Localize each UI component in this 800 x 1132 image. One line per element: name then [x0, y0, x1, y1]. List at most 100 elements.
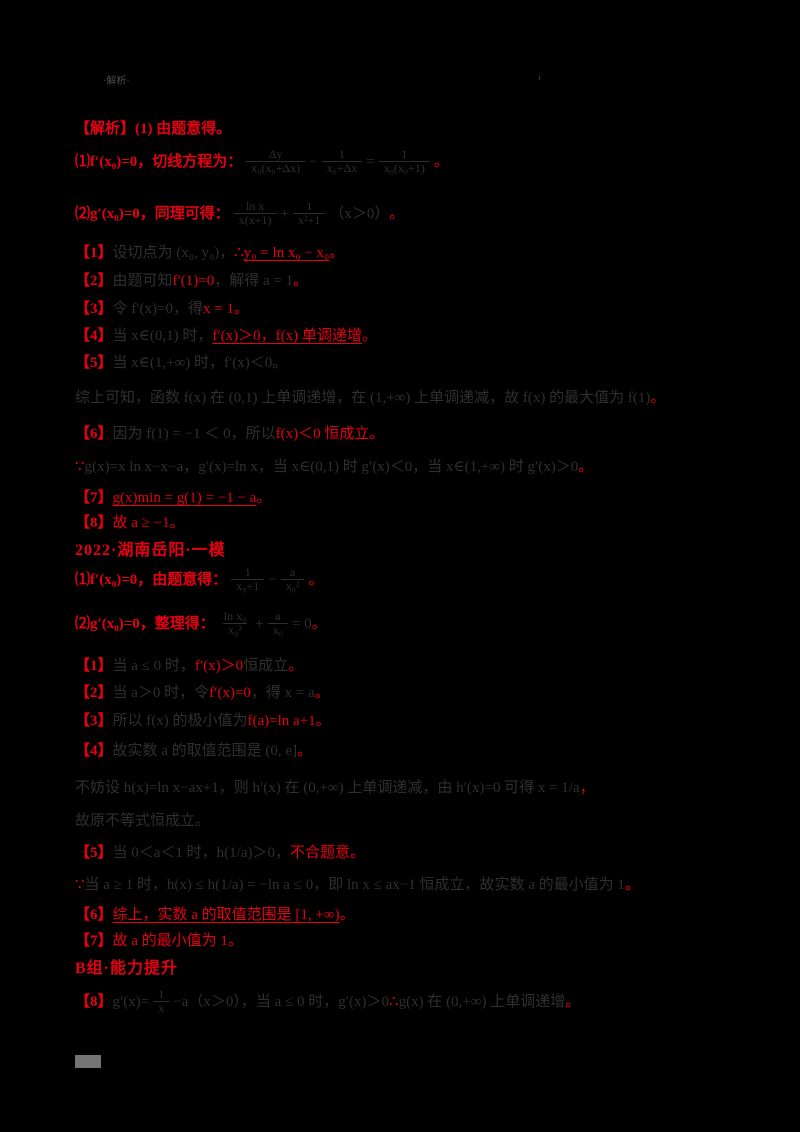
text-segment: 【5】	[75, 845, 113, 861]
step-line: 【1】当 a ≤ 0 时， f′(x)＞0 恒成立。	[75, 657, 303, 675]
text-segment: 【4】	[75, 328, 113, 344]
text-segment: ¹	[538, 74, 541, 85]
fraction: 1 x₀+1	[231, 565, 265, 593]
text-segment: ∵	[75, 877, 85, 893]
text-segment: 【3】	[75, 713, 113, 729]
text-segment: 【5】	[75, 355, 113, 371]
text-segment: 由题可知	[112, 273, 173, 289]
text-segment: 综上，实数 a 的取值范围是 [1, +∞)	[112, 907, 340, 923]
text-segment: 。	[565, 993, 581, 1010]
note-line: ∵ 当 a ≥ 1 时，h(x) ≤ h(1/a) = −ln a ≤ 0，即 l…	[75, 876, 640, 894]
text-segment: 。	[339, 907, 355, 923]
text-segment: 【解析】(1) 由题意得。	[75, 121, 232, 137]
text-segment: ，得 x = a	[250, 685, 315, 701]
paragraph-line: 故原不等式恒成立。	[75, 812, 210, 830]
text-segment: 。	[288, 658, 304, 674]
text-segment: 【8】	[75, 515, 113, 531]
text-segment: g′(x)=	[112, 993, 150, 1010]
text-segment: 当 a ≥ 1 时，h(x) ≤ h(1/a) = −ln a ≤ 0，即 ln…	[84, 877, 625, 893]
step-line: 【5】当 0＜a＜1 时，h(1/a)＞0， 不合题意。	[75, 844, 365, 862]
formula-line: 【8】 g′(x)= 1 x −a（x＞0），当 a ≤ 0 时，g′(x)＞0 ∴ g(x…	[75, 987, 581, 1015]
text-segment: 不妨设 h(x)=ln x−ax+1，则 h′(x) 在 (0,+∞) 上单调递…	[75, 780, 580, 796]
text-segment: 。	[297, 743, 313, 759]
text-segment: 所以 f(x) 的极小值为	[112, 713, 248, 729]
text-segment: −	[268, 571, 277, 588]
step-line: 【2】 由题可知 f′(1)=0 ，解得 a = 1。	[75, 272, 308, 290]
fraction: ln x x(x+1)	[233, 199, 277, 227]
answer-heading: 【解析】(1) 由题意得。	[75, 120, 231, 138]
text-segment: 。	[389, 205, 405, 222]
text-segment: 。	[578, 459, 594, 475]
step-line: 【8】故 a ≥ −1。	[75, 514, 185, 532]
text-segment: （x＞0）	[329, 205, 390, 222]
text-segment: 故原不等式恒成立。	[75, 813, 211, 829]
page-footer-mark	[75, 1055, 101, 1068]
fraction: ln x₀ x₀²	[223, 609, 247, 638]
formula-line: ⑵ g′(x₀)=0，整理得： ln x₀ x₀² + a x₀ = 0。	[75, 609, 327, 638]
step-line: 【4】当 x∈(0,1) 时， f′(x)＞0，f(x) 单调递增。	[75, 327, 377, 345]
note-line: ∵ g(x)=x ln x−x−a，g′(x)=ln x，当 x∈(0,1) 时 …	[75, 458, 593, 476]
text-segment: 。	[350, 845, 366, 861]
text-segment: 恒成立	[243, 658, 289, 674]
text-segment: = 0	[291, 615, 312, 632]
text-segment: +	[255, 615, 264, 632]
text-segment: 【1】	[75, 658, 113, 674]
section-heading: 2022·湖南岳阳·一模	[75, 541, 226, 560]
step-line: 【2】当 a＞0 时，令 f′(x)=0 ，得 x = a。	[75, 684, 330, 702]
text-segment: 当 x∈(1,+∞) 时，f′(x)＜0。	[112, 355, 288, 371]
text-segment: −a（x＞0），当 a ≤ 0 时，g′(x)＞0	[173, 993, 390, 1010]
paragraph-line: 不妨设 h(x)=ln x−ax+1，则 h′(x) 在 (0,+∞) 上单调递…	[75, 779, 595, 797]
text-segment: =	[366, 153, 375, 170]
text-segment: 当 a ≤ 0 时，	[112, 658, 195, 674]
text-segment: 设切点为 (x₀, y₀)，	[112, 245, 235, 261]
text-segment: 当 x∈(0,1) 时，	[112, 328, 213, 344]
text-segment: ，解得 a = 1	[214, 273, 294, 289]
text-segment: ·解析·	[103, 76, 130, 87]
text-segment: 令 f′(x)=0，得	[112, 301, 203, 317]
text-segment: 【2】	[75, 685, 113, 701]
text-segment: 【6】	[75, 426, 113, 442]
corner-mark: ¹	[538, 74, 541, 86]
text-segment: 【3】	[75, 301, 113, 317]
text-segment: 。	[293, 273, 309, 289]
text-segment: 【7】	[75, 933, 113, 949]
text-segment: y₀ = ln x₀ − x₀	[243, 245, 330, 261]
step-line: 【7】 g(x)min = g(1) = −1 − a。	[75, 489, 271, 507]
text-segment: 。	[233, 301, 249, 317]
text-segment: 综上可知，函数 f(x) 在 (0,1) 上单调递增，在 (1,+∞) 上单调递…	[75, 390, 651, 406]
text-segment: 。	[314, 685, 330, 701]
step-line: 【3】令 f′(x)=0，得 x = 1。	[75, 300, 249, 318]
fraction: a x₀	[267, 609, 288, 637]
text-segment: ⑴	[75, 571, 91, 588]
text-segment: 【8】	[75, 993, 113, 1010]
text-segment: g(x)=x ln x−x−a，g′(x)=ln x，当 x∈(0,1) 时 g…	[84, 459, 579, 475]
text-segment: 。	[433, 153, 449, 170]
step-line: 【5】当 x∈(1,+∞) 时，f′(x)＜0。	[75, 354, 287, 372]
text-segment: 【6】	[75, 907, 113, 923]
text-segment: B组·能力提升	[75, 960, 179, 977]
text-segment: 。	[311, 615, 327, 632]
fraction: a x₀²	[280, 565, 305, 593]
text-segment: 不合题意	[290, 845, 351, 861]
text-segment: 【7】	[75, 490, 113, 506]
text-segment: +	[280, 205, 290, 222]
text-segment: 因为 f(1) = −1 ＜ 0，所以	[112, 426, 276, 442]
step-line: 【1】 设切点为 (x₀, y₀)， ∴ y₀ = ln x₀ − x₀。	[75, 244, 344, 262]
text-segment: ∴	[389, 993, 399, 1010]
text-segment: f′(1)=0	[172, 273, 215, 289]
text-segment: 。	[256, 490, 272, 506]
fraction: 1 x²+1	[293, 199, 326, 227]
text-segment: 故 a ≥ −1。	[112, 515, 185, 531]
text-segment: g(x) 在 (0,+∞) 上单调递增	[398, 993, 566, 1010]
step-line: 【6】 因为 f(1) = −1 ＜ 0，所以 f(x)＜0 恒成立。	[75, 425, 384, 443]
text-segment: 。	[315, 713, 331, 729]
text-segment: x = 1	[203, 301, 234, 317]
fraction: Δy x₀(x₀+Δx)	[246, 147, 306, 175]
header-note: ·解析·	[103, 76, 130, 88]
text-segment: 【1】	[75, 245, 113, 261]
text-segment: 2022·湖南岳阳·一模	[75, 542, 226, 559]
step-line: 【7】故 a 的最小值为 1。	[75, 932, 243, 950]
text-segment: 。	[369, 426, 385, 442]
formula-line: ⑵ g′(x₀)=0，同理可得： ln x x(x+1) +1 x²+1 （x＞0）。	[75, 199, 405, 227]
